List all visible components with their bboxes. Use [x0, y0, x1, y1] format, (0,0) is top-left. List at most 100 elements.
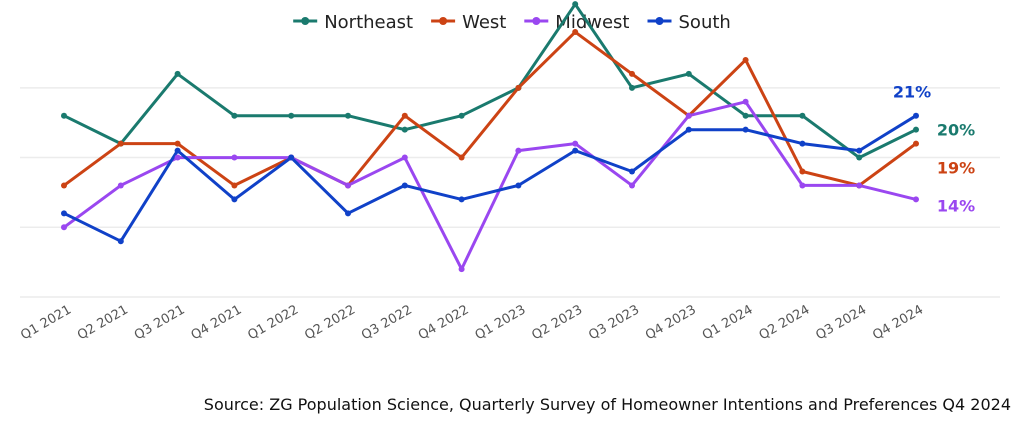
data-point-south: [742, 126, 749, 133]
grid: [20, 87, 1000, 298]
x-tick-label: Q1 2024: [700, 302, 756, 343]
data-point-west: [629, 70, 635, 77]
data-point-midwest: [117, 182, 124, 189]
source-note: Source: ZG Population Science, Quarterly…: [204, 395, 1011, 414]
x-tick-label: Q1 2023: [473, 302, 529, 343]
legend-label: West: [462, 12, 506, 33]
x-tick-label: Q3 2023: [586, 302, 642, 343]
data-point-northeast: [288, 112, 295, 119]
legend-label: Midwest: [555, 12, 629, 33]
data-point-west: [515, 84, 522, 91]
data-point-midwest: [685, 112, 692, 119]
data-point-northeast: [572, 1, 579, 8]
series-line-midwest: [62, 100, 918, 271]
legend-label: Northeast: [324, 12, 413, 33]
data-point-northeast: [685, 70, 692, 77]
data-point-south: [401, 182, 408, 189]
data-point-midwest: [61, 224, 67, 231]
x-tick-label: Q2 2024: [757, 302, 813, 343]
legend: Northeast West Midwest South: [293, 12, 731, 33]
x-tick-label: Q4 2024: [870, 302, 926, 343]
x-tick-label: Q3 2024: [813, 302, 869, 343]
data-point-midwest: [231, 154, 238, 161]
data-point-northeast: [629, 84, 635, 91]
data-point-northeast: [345, 112, 351, 119]
data-point-midwest: [345, 182, 351, 189]
x-tick-label: Q3 2022: [359, 302, 415, 343]
end-labels: 21% 20% 19% 14%: [893, 83, 975, 216]
data-point-northeast: [856, 154, 863, 161]
data-point-midwest: [572, 140, 579, 147]
data-point-west: [61, 182, 67, 189]
data-point-midwest: [174, 154, 181, 161]
series-line-west: [62, 30, 918, 187]
legend-marker: [439, 17, 448, 25]
data-point-midwest: [913, 196, 919, 203]
data-point-midwest: [515, 147, 522, 154]
data-point-northeast: [61, 112, 67, 119]
data-point-west: [458, 154, 465, 161]
data-point-west: [742, 56, 749, 63]
data-point-midwest: [458, 266, 465, 273]
data-point-midwest: [799, 182, 806, 189]
data-point-west: [401, 112, 408, 119]
data-point-south: [856, 147, 863, 154]
data-point-midwest: [629, 182, 635, 189]
data-point-midwest: [856, 182, 863, 189]
data-point-south: [288, 154, 295, 161]
data-point-west: [572, 29, 579, 36]
series-lines: [62, 2, 918, 271]
data-point-south: [61, 210, 67, 217]
data-point-northeast: [174, 70, 181, 77]
end-label-west: 19%: [937, 159, 975, 178]
data-point-west: [799, 168, 806, 175]
data-point-south: [174, 147, 181, 154]
data-point-south: [572, 147, 579, 154]
legend-marker: [532, 17, 541, 25]
data-point-northeast: [742, 112, 749, 119]
data-point-west: [231, 182, 238, 189]
x-tick-label: Q2 2023: [529, 302, 585, 343]
end-label-northeast: 20%: [937, 121, 975, 140]
legend-item-west: West: [431, 12, 506, 33]
x-tick-label: Q4 2023: [643, 302, 699, 343]
legend-item-northeast: Northeast: [293, 12, 413, 33]
data-point-south: [799, 140, 806, 147]
data-point-south: [685, 126, 692, 133]
data-point-midwest: [401, 154, 408, 161]
data-point-west: [117, 140, 124, 147]
data-point-south: [629, 168, 635, 175]
data-point-northeast: [799, 112, 806, 119]
data-point-south: [117, 238, 124, 245]
legend-item-midwest: Midwest: [524, 12, 630, 33]
data-point-northeast: [231, 112, 238, 119]
x-tick-label: Q4 2021: [189, 302, 245, 343]
data-point-west: [913, 140, 919, 147]
data-point-south: [458, 196, 465, 203]
x-tick-label: Q2 2021: [75, 302, 131, 343]
end-label-south: 21%: [893, 83, 931, 102]
data-point-northeast: [458, 112, 465, 119]
data-point-west: [174, 140, 181, 147]
legend-label: South: [679, 12, 731, 33]
data-point-south: [515, 182, 522, 189]
x-tick-label: Q3 2021: [132, 302, 188, 343]
data-point-midwest: [742, 98, 749, 105]
x-tick-label: Q1 2022: [245, 302, 301, 343]
end-label-midwest: 14%: [937, 197, 975, 216]
series-points: [61, 1, 919, 273]
legend-item-south: South: [647, 12, 731, 33]
series-line-south: [62, 114, 918, 243]
data-point-south: [231, 196, 238, 203]
data-point-south: [913, 112, 919, 119]
x-tick-label: Q1 2021: [18, 302, 74, 343]
legend-marker: [301, 17, 310, 25]
x-tick-label: Q2 2022: [302, 302, 358, 343]
legend-marker: [655, 17, 664, 25]
data-point-northeast: [401, 126, 408, 133]
data-point-south: [345, 210, 351, 217]
data-point-northeast: [913, 126, 919, 133]
x-tick-label: Q4 2022: [416, 302, 472, 343]
